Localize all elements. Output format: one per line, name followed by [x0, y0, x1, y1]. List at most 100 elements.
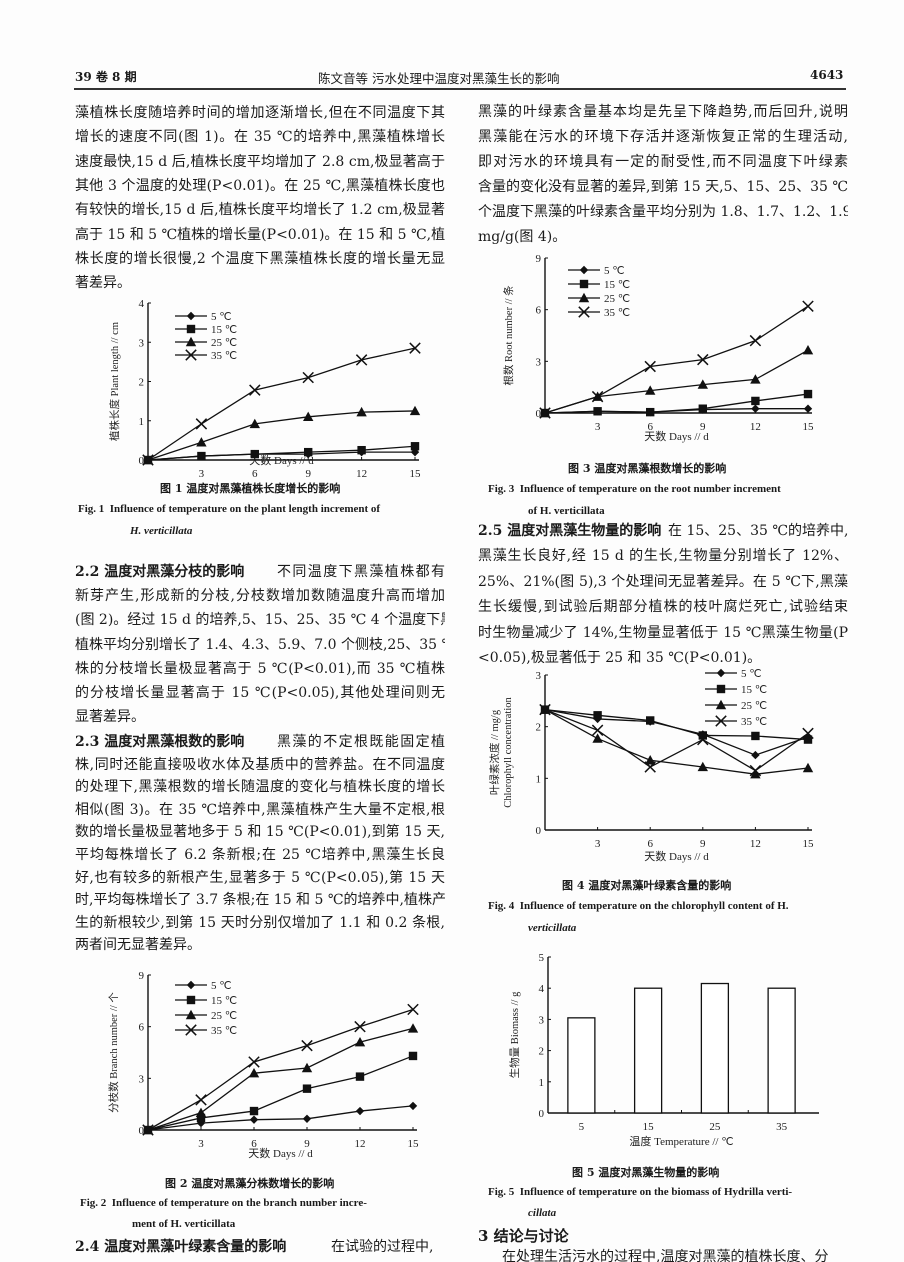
x-tick-label: 35	[776, 1121, 788, 1133]
data-point-square	[249, 1106, 259, 1116]
data-point-square	[302, 1084, 312, 1093]
x-tick-label: 12	[356, 468, 367, 480]
bar-35	[767, 987, 796, 1114]
y-tick-label: 6	[536, 305, 542, 317]
y-tick-label: 3	[139, 337, 145, 349]
series-line	[544, 708, 809, 756]
series-line	[147, 1055, 414, 1131]
x-tick-label: 9	[700, 421, 706, 433]
x-tick-label: 12	[750, 421, 761, 433]
data-point-square	[803, 735, 813, 744]
legend-marker-cross	[578, 306, 590, 318]
fig5-label: Fig. 5	[488, 1186, 515, 1198]
y-axis-label: 植株长度 Plant length // cm	[108, 322, 121, 441]
series-triangle	[142, 1023, 419, 1135]
legend-marker-cross	[715, 715, 727, 727]
x-axis-label: 天数 Days // d	[248, 1147, 313, 1160]
x-tick-label: 15	[803, 838, 815, 850]
legend-label: 15 ℃	[741, 684, 767, 696]
series-line	[544, 349, 809, 414]
text-line: 高于 15 和 5 ℃植株的增长量(P<0.01)。在 15 和 5 ℃,植	[75, 226, 445, 243]
data-point-square	[304, 447, 313, 457]
data-point-triangle	[697, 379, 708, 389]
fig5-caption-cn: 图 5 温度对黑藻生物量的影响	[572, 1166, 720, 1179]
legend-marker-diamond	[186, 980, 196, 990]
data-point-cross	[539, 703, 551, 716]
y-axis-label: 根数 Root number // 条	[502, 285, 515, 386]
series-triangle	[539, 344, 814, 418]
legend-label: 5 ℃	[211, 980, 232, 992]
y-tick-label: 0	[139, 1125, 145, 1137]
text-line: (图 2)。经过 15 d 的培养,5、15、25、35 ℃ 4 个温度下黑藻	[75, 612, 445, 629]
text-line: 株长度的增长很慢,2 个温度下黑藻植株长度的增长量无显	[75, 250, 445, 267]
legend-marker-triangle	[185, 1009, 197, 1020]
x-tick-label: 3	[595, 421, 601, 433]
series-line	[147, 1008, 414, 1131]
series-line	[544, 709, 809, 772]
text-line: 平均每株增长了 6.2 条新根;在 25 ℃培养中,黑藻生长良	[75, 847, 445, 863]
legend-marker-diamond	[186, 311, 196, 321]
bar-15	[633, 987, 663, 1114]
bar-5	[567, 1017, 596, 1114]
bar-25	[700, 982, 730, 1114]
data-point-triangle	[802, 762, 814, 773]
legend-label: 25 ℃	[741, 700, 767, 712]
data-point-triangle	[697, 761, 708, 772]
page-number: 4643	[810, 68, 844, 82]
data-point-triangle	[645, 385, 656, 395]
text-line: 好,也有较多的新根产生,显著多于 5 ℃(P<0.05),第 15 天	[75, 869, 445, 886]
section-heading: 2.4 温度对黑藻叶绿素含量的影响	[75, 1239, 287, 1255]
x-tick-label: 25	[709, 1121, 721, 1133]
y-tick-label: 0	[539, 1108, 545, 1120]
x-tick-label: 9	[304, 1138, 310, 1150]
legend-marker-diamond	[716, 668, 726, 678]
data-point-triangle	[750, 374, 761, 384]
data-point-cross	[697, 353, 709, 366]
data-point-square	[803, 389, 813, 399]
series-line	[544, 305, 809, 414]
section-heading: 2.3 温度对黑藻根数的影响	[75, 734, 245, 750]
data-point-diamond	[751, 404, 760, 413]
data-point-square	[751, 396, 760, 406]
data-point-cross	[354, 1020, 366, 1033]
data-point-triangle	[356, 406, 367, 417]
x-tick-label: 6	[251, 1138, 257, 1150]
data-point-cross	[644, 360, 656, 373]
fig2-label: Fig. 2	[80, 1197, 107, 1209]
series-line	[147, 1105, 414, 1131]
data-point-diamond	[803, 404, 813, 413]
fig1-caption-en-2: H. verticillata	[130, 525, 193, 537]
data-point-cross	[539, 407, 551, 419]
data-point-cross	[302, 371, 314, 384]
text-line: 显著差异。	[75, 709, 145, 726]
x-tick-label: 6	[647, 421, 653, 433]
fig2-caption-en: Fig. 2 Influence of temperature on the b…	[80, 1197, 367, 1209]
data-point-square	[197, 451, 206, 461]
x-tick-label: 5	[579, 1121, 585, 1133]
y-axis-label: 分枝数 Branch number // 个	[107, 992, 120, 1113]
legend-marker-square	[579, 279, 589, 289]
text-line: 植株平均分别增长了 1.4、4.3、5.9、7.0 个侧枝,25、35 ℃植	[75, 636, 445, 653]
figure-5: 0 1 2 3 4 5 生物量 Biomass // g 温度 Temperature // …	[508, 952, 819, 1148]
x-tick-label: 15	[643, 1121, 655, 1133]
header-rule	[74, 88, 846, 90]
data-point-triangle	[407, 1023, 419, 1033]
x-tick-label: 6	[647, 838, 653, 850]
text-line: 的分枝增长量显著高于 15 ℃(P<0.05),其他处理间则无	[75, 685, 445, 701]
data-point-cross	[407, 1003, 419, 1016]
fig3-caption-en: Fig. 3 Influence of temperature on the r…	[488, 483, 781, 495]
data-point-triangle	[645, 755, 656, 765]
x-tick-label: 15	[408, 1138, 420, 1150]
y-tick-label: 0	[536, 825, 542, 837]
text-line: 黑藻能在污水的环境下存活并逐渐恢复正常的生理活动,	[478, 129, 848, 145]
running-title: 陈文音等 污水处理中温度对黑藻生长的影响	[318, 71, 560, 86]
fig1-caption-cn: 图 1 温度对黑藻植株长度增长的影响	[160, 482, 341, 495]
data-point-square	[646, 407, 655, 417]
data-point-triangle	[249, 418, 260, 429]
legend-label: 35 ℃	[741, 716, 767, 728]
data-point-cross	[195, 1094, 207, 1106]
text-line: 速度最快,15 d 后,植株长度平均增加了 2.8 cm,极显著高于	[75, 153, 445, 170]
data-point-square	[408, 1051, 418, 1061]
